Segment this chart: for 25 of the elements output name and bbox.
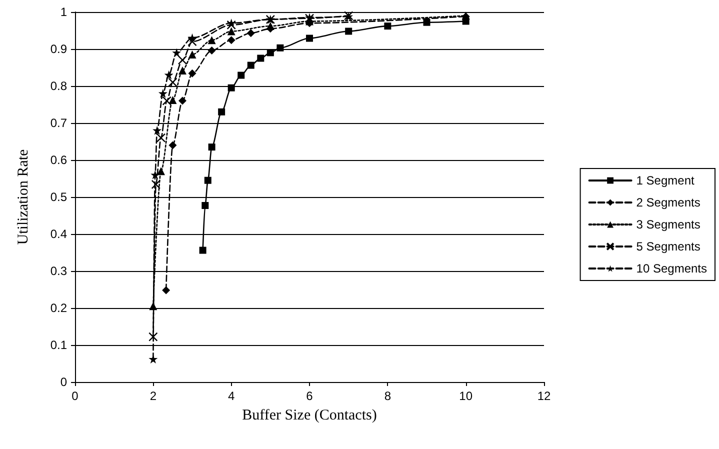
y-tick-label: 0.8 bbox=[50, 79, 68, 93]
x-tick-label: 4 bbox=[228, 389, 235, 403]
y-tick-label: 0.6 bbox=[50, 153, 68, 167]
y-tick-label: 0 bbox=[60, 375, 68, 389]
x-tick-label: 8 bbox=[384, 389, 392, 403]
legend-label: 5 Segments bbox=[636, 240, 700, 254]
x-tick-label: 10 bbox=[459, 389, 473, 403]
y-tick-label: 0.1 bbox=[50, 338, 68, 352]
y-axis-title: Utilization Rate bbox=[16, 148, 32, 245]
legend-label: 2 Segments bbox=[636, 196, 700, 210]
y-tick-label: 0.3 bbox=[50, 264, 68, 278]
x-tick-label: 12 bbox=[537, 389, 551, 403]
x-tick-label: 0 bbox=[72, 389, 79, 403]
y-tick-label: 0.4 bbox=[50, 227, 68, 241]
x-tick-label: 2 bbox=[150, 389, 157, 403]
legend-label: 1 Segment bbox=[636, 174, 695, 188]
y-tick-label: 0.5 bbox=[50, 190, 68, 204]
y-tick-label: 1 bbox=[60, 5, 68, 19]
legend-label: 3 Segments bbox=[636, 218, 700, 232]
x-tick-label: 6 bbox=[306, 389, 314, 403]
y-tick-label: 0.7 bbox=[50, 116, 68, 130]
x-axis-title: Buffer Size (Contacts) bbox=[242, 408, 377, 424]
y-tick-label: 0.9 bbox=[50, 42, 68, 56]
y-tick-label: 0.2 bbox=[50, 301, 68, 315]
legend-label: 10 Segments bbox=[636, 262, 708, 276]
